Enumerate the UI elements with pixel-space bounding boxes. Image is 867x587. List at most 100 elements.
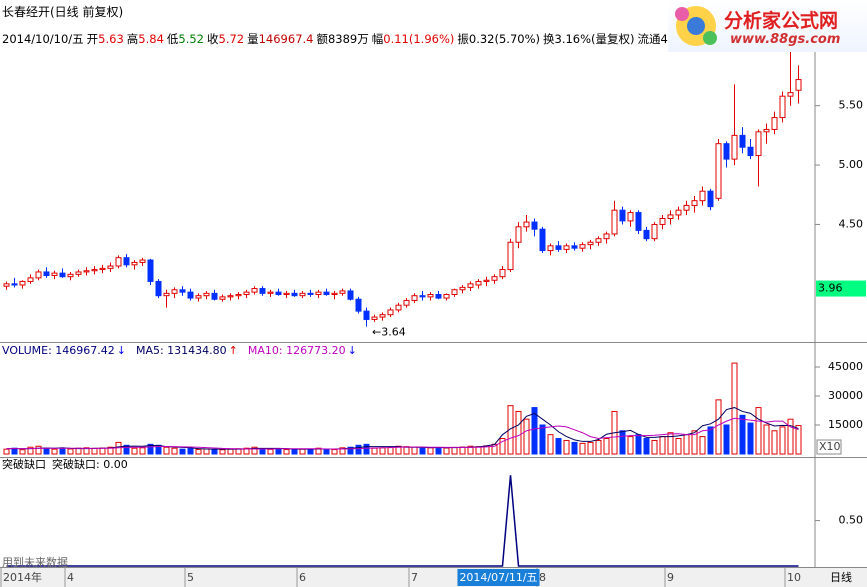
volume-bar	[651, 439, 658, 455]
info-field: 开	[86, 32, 99, 46]
volume-bar	[683, 434, 690, 455]
volume-bar	[411, 446, 418, 455]
volume-bar	[547, 434, 554, 455]
candle-body	[315, 291, 322, 295]
panel-header: 突破缺口	[2, 457, 46, 471]
candle-body	[131, 261, 138, 266]
candle-body	[275, 291, 282, 295]
candle-body	[499, 269, 506, 278]
candle-body	[763, 128, 770, 133]
candle-body	[747, 146, 754, 157]
volume-bar	[187, 448, 194, 455]
candle-body	[635, 212, 642, 231]
logo: 分析家公式网 www.88gs.com	[668, 0, 867, 52]
candle-body	[555, 245, 562, 250]
candle-body	[251, 288, 258, 293]
candle-body	[347, 290, 354, 300]
volume-bar	[163, 446, 170, 455]
candle-body	[795, 79, 802, 91]
candle-body	[91, 269, 98, 272]
candle-body	[219, 296, 226, 300]
volume-bar	[755, 407, 762, 455]
logo-url: www.88gs.com	[730, 32, 841, 47]
candle-body	[771, 117, 778, 130]
candle-body	[283, 292, 290, 295]
volume-bar	[315, 447, 322, 455]
low-label: ←3.64	[372, 326, 406, 339]
panel-header: 突破缺口: 0.00	[52, 457, 128, 471]
volume-bar	[371, 447, 378, 455]
info-line: 2014/10/10/五 开5.63 高5.84 低5.52 收5.72 量146967.…	[2, 31, 701, 47]
candle-body	[619, 209, 626, 222]
candle-body	[195, 295, 202, 299]
candle-body	[291, 292, 298, 297]
candle-body	[235, 294, 242, 297]
volume-bar	[139, 447, 146, 455]
volume-bar	[251, 446, 258, 455]
volume-bar	[363, 443, 370, 455]
volume-bar	[219, 449, 226, 455]
volume-bar	[451, 446, 458, 455]
candle-body	[779, 95, 786, 119]
candle-body	[395, 304, 402, 311]
volume-bar	[19, 449, 26, 455]
volume-bar	[587, 441, 594, 455]
candle-body	[83, 270, 90, 273]
volume-bar	[171, 447, 178, 455]
candle-body	[643, 229, 650, 240]
volume-bar	[723, 424, 730, 455]
volume-bar	[203, 448, 210, 455]
candle-body	[19, 280, 26, 286]
info-field: 5.84	[138, 32, 164, 46]
candle-body	[267, 291, 274, 294]
info-field: 0.11(1.96%)	[383, 32, 455, 46]
volume-bar	[459, 446, 466, 455]
volume-bar	[339, 447, 346, 455]
cursor-price: 3.96	[818, 282, 843, 295]
candle-body	[259, 288, 266, 294]
candle-body	[43, 271, 50, 276]
candle-body	[371, 316, 378, 320]
volume-bar	[123, 444, 130, 455]
volume-bar	[659, 436, 666, 455]
candle-body	[211, 292, 218, 300]
candle-body	[75, 271, 82, 275]
candle-body	[683, 204, 690, 211]
candle-body	[675, 209, 682, 216]
volume-bar	[467, 445, 474, 455]
info-field: 5.72	[218, 32, 245, 46]
candle-body	[403, 299, 410, 306]
candle-body	[651, 223, 658, 240]
volume-bar	[507, 405, 514, 455]
info-field: 振	[457, 32, 469, 46]
candle-body	[115, 257, 122, 267]
volume-bar	[91, 447, 98, 455]
volume-bar	[355, 444, 362, 455]
volume-bar	[771, 430, 778, 455]
volume-bar	[747, 422, 754, 455]
x-tick-label: 6	[299, 571, 306, 584]
volume-bar	[563, 439, 570, 455]
candle-body	[707, 190, 714, 208]
candle-body	[723, 143, 730, 160]
ma-line	[6, 417, 799, 450]
x-tick-label: 2014年	[3, 570, 42, 584]
candle-body	[123, 257, 130, 266]
candle-body	[451, 289, 458, 295]
volume-bar	[443, 447, 450, 455]
candle-body	[3, 283, 10, 287]
cursor-price-box	[816, 280, 866, 297]
candle-body	[387, 309, 394, 316]
candle-body	[307, 292, 314, 295]
volume-bar	[387, 446, 394, 455]
y-tick-label: 0.50	[839, 514, 864, 527]
candle-body	[179, 289, 186, 293]
volume-bar	[675, 438, 682, 455]
candle-body	[339, 290, 346, 294]
info-field: 收	[207, 32, 219, 46]
candle-body	[443, 294, 450, 299]
info-field: 146967.4	[258, 32, 314, 46]
y-tick-label: 5.50	[839, 99, 864, 112]
info-field: 8389万	[327, 32, 369, 46]
